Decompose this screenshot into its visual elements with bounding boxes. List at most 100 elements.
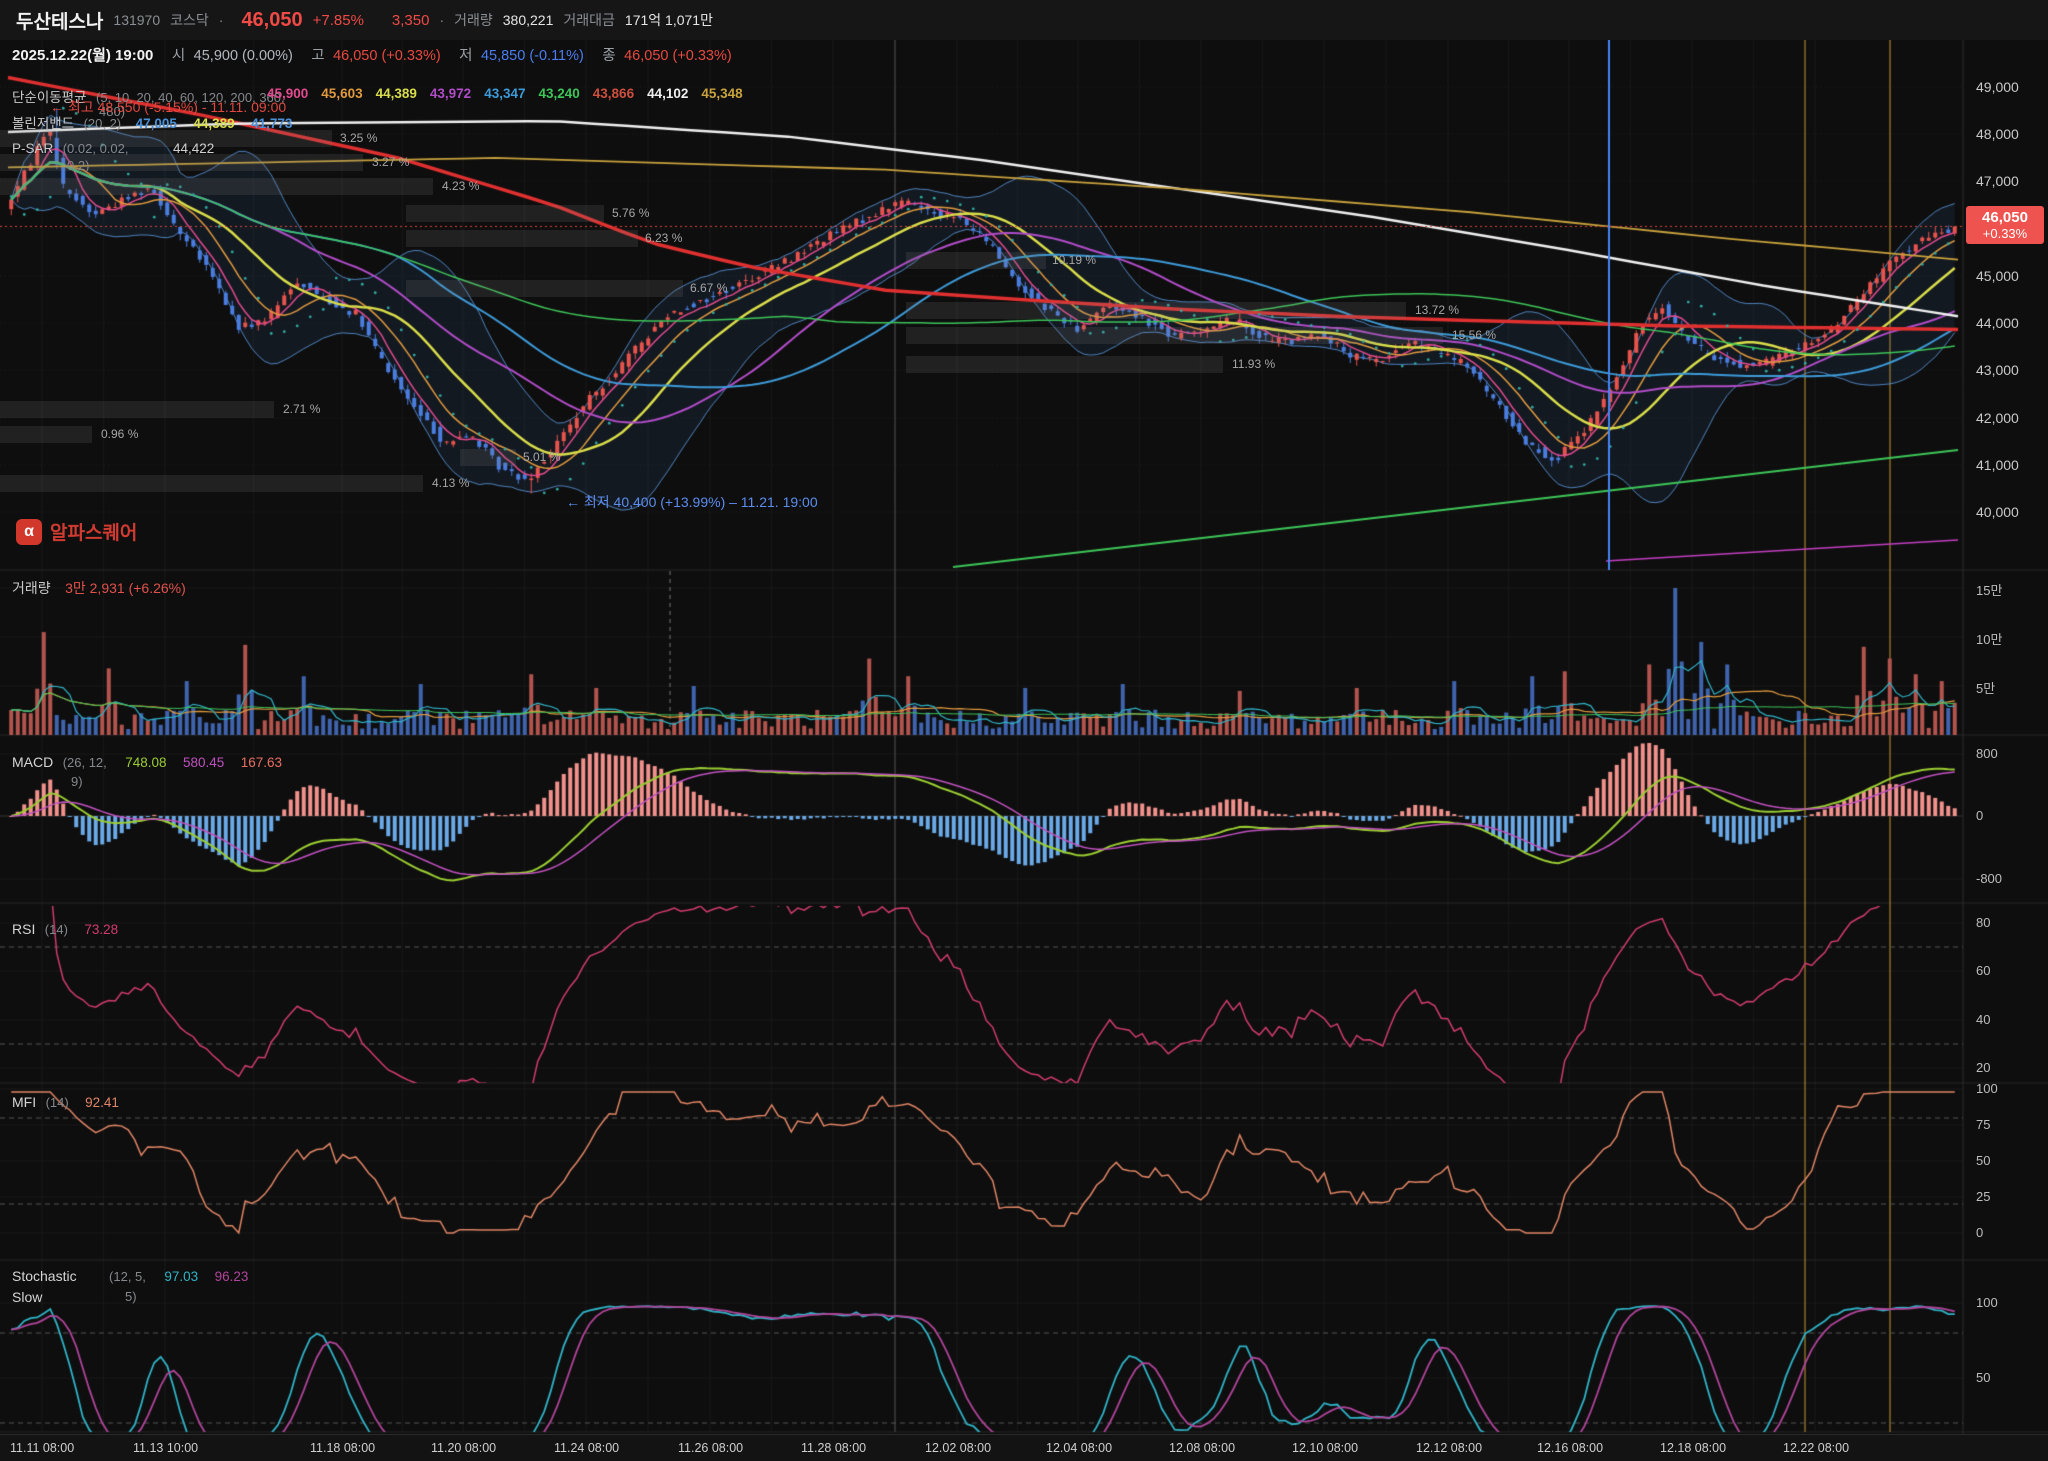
percent-annotation: 5.01 % — [523, 450, 561, 464]
price-axis-tick: 41,000 — [1976, 457, 2019, 473]
percent-annotation: 0.96 % — [101, 427, 139, 441]
app-header: 두산테스나 131970 코스닥 · 46,050 +7.85% 3,350 ·… — [0, 0, 2048, 40]
high-value: 46,050 (+0.33%) — [333, 48, 441, 64]
rsi-axis-tick: 40 — [1976, 1012, 1991, 1027]
percent-annotation: 5.76 % — [612, 206, 650, 220]
time-axis-tick: 11.28 08:00 — [801, 1441, 867, 1455]
percent-annotation: 15.56 % — [1452, 328, 1497, 342]
macd-axis-tick: 0 — [1976, 808, 1984, 823]
measurement-region — [906, 252, 1046, 269]
current-price-badge: 46,050 +0.33% — [1966, 206, 2044, 244]
rsi-value: 73.28 — [84, 922, 119, 937]
bollinger-middle: 44,389 — [193, 116, 235, 131]
alphasquare-logo-text: 알파스퀘어 — [50, 523, 138, 544]
price-axis-tick: 42,000 — [1976, 410, 2019, 426]
percent-annotation: 11.93 % — [1232, 357, 1276, 371]
macd-pane-label: MACD — [12, 754, 54, 770]
macd-params-wrap: 9) — [71, 774, 83, 789]
measurement-region — [406, 280, 683, 297]
mfi-axis-tick: 0 — [1976, 1225, 1984, 1240]
price-axis-tick: 44,000 — [1976, 315, 2019, 331]
psar-params-wrap: 0.2) — [67, 158, 90, 173]
mfi-axis-tick: 100 — [1976, 1081, 1998, 1096]
macd-pane-header: MACD (26, 12, 748.08 580.45 167.63 — [12, 754, 282, 772]
measurement-region — [460, 449, 516, 466]
percent-annotation: 13.72 % — [1415, 303, 1460, 317]
time-axis[interactable] — [0, 1434, 2048, 1461]
time-axis-tick: 12.12 08:00 — [1416, 1441, 1483, 1455]
price-axis-tick: 49,000 — [1976, 79, 2019, 95]
percent-annotation: 4.23 % — [442, 179, 480, 193]
macd-value: 748.08 — [125, 755, 167, 770]
low-label: 저 — [459, 48, 473, 64]
stoch-params-wrap: 5) — [125, 1289, 137, 1304]
volume-pane-header: 거래량 3만 2,931 (+6.26%) — [12, 578, 186, 598]
measurement-region — [906, 302, 1406, 319]
percent-annotation: 2.71 % — [283, 402, 321, 416]
price-axis-tick: 47,000 — [1976, 173, 2019, 189]
volume-label: 거래량 — [454, 12, 493, 28]
rsi-axis-tick: 60 — [1976, 963, 1991, 978]
volume-axis-tick: 5만 — [1976, 681, 1996, 696]
rsi-pane-label: RSI — [12, 921, 36, 937]
psar-params: (0.02, 0.02, — [62, 141, 129, 156]
percent-annotation: 3.25 % — [340, 131, 378, 145]
price-axis-tick: 45,000 — [1976, 268, 2019, 284]
turnover-value: 171억 1,071만 — [624, 12, 713, 28]
turnover-label: 거래대금 — [563, 12, 615, 28]
time-axis-tick: 12.04 08:00 — [1046, 1441, 1113, 1455]
measurement-region — [0, 426, 92, 443]
psar-label: P-SAR — [12, 141, 54, 156]
stock-code: 131970 — [113, 12, 161, 28]
sma-value: 45,348 — [701, 86, 743, 101]
sma-params: (5, 10, 20, 40, 60, 120, 200, 360, — [95, 90, 285, 105]
mfi-axis-tick: 50 — [1976, 1153, 1991, 1168]
bollinger-label: 볼린저밴드 — [12, 116, 75, 131]
bollinger-upper: 47,005 — [135, 116, 177, 131]
time-axis-tick: 12.18 08:00 — [1660, 1441, 1727, 1455]
time-axis-tick: 11.11 08:00 — [10, 1441, 75, 1455]
session-low-annotation: ← 최저 40,400 (+13.99%) – 11.21. 19:00 — [566, 494, 818, 510]
time-axis-tick: 12.08 08:00 — [1169, 1441, 1236, 1455]
separator-dot: · — [439, 12, 445, 28]
sma-params-wrap: 480) — [99, 104, 126, 119]
change-amount: 3,350 — [391, 11, 430, 29]
stoch-pane-header: Stochastic (12, 5, 97.03 96.23 — [12, 1268, 248, 1286]
high-label: 고 — [311, 48, 325, 64]
volume-value: 380,221 — [502, 12, 554, 28]
mfi-pane-header: MFI (14) 92.41 — [12, 1094, 119, 1112]
mfi-axis-tick: 75 — [1976, 1117, 1991, 1132]
sma-label: 단순이동평균 — [12, 90, 87, 105]
stock-title: 두산테스나 — [16, 11, 104, 33]
badge-percent: +0.33% — [1982, 226, 2028, 241]
sma-value: 43,347 — [484, 86, 526, 101]
separator-dot: · — [218, 12, 224, 28]
volume-pane-label: 거래량 — [12, 580, 51, 596]
stoch-k-value: 97.03 — [164, 1269, 199, 1284]
price-axis-tick: 48,000 — [1976, 126, 2019, 142]
session-high-annotation: ← 최고 48,550 (-5.15%) - 11.11. 09:00 — [50, 99, 287, 115]
macd-axis-tick: -800 — [1976, 871, 2003, 886]
stoch-pane-label2: Slow — [12, 1289, 43, 1305]
mfi-params: (14) — [45, 1095, 69, 1110]
low-value: 45,850 (-0.11%) — [480, 48, 584, 64]
measurement-region — [906, 356, 1223, 373]
mfi-pane-label: MFI — [12, 1094, 37, 1110]
measurement-region — [0, 130, 332, 147]
mfi-value: 92.41 — [85, 1095, 119, 1110]
measurement-region — [0, 178, 433, 195]
stoch-pane-label1: Stochastic — [12, 1268, 77, 1284]
badge-price: 46,050 — [1982, 209, 2028, 226]
sma-value: 44,389 — [375, 86, 417, 101]
volume-pane-value: 3만 2,931 (+6.26%) — [65, 580, 186, 596]
measurement-region — [0, 401, 274, 418]
rsi-pane-header: RSI (14) 73.28 — [12, 921, 118, 939]
measurement-region — [0, 154, 363, 171]
ohlc-info-line: 2025.12.22(월) 19:00 시 45,900 (0.00%) 고 4… — [12, 44, 732, 65]
volume-axis-tick: 15만 — [1976, 583, 2003, 598]
rsi-axis-tick: 20 — [1976, 1060, 1991, 1075]
percent-annotation: 10.19 % — [1052, 253, 1097, 267]
sma-value: 43,866 — [592, 86, 635, 101]
